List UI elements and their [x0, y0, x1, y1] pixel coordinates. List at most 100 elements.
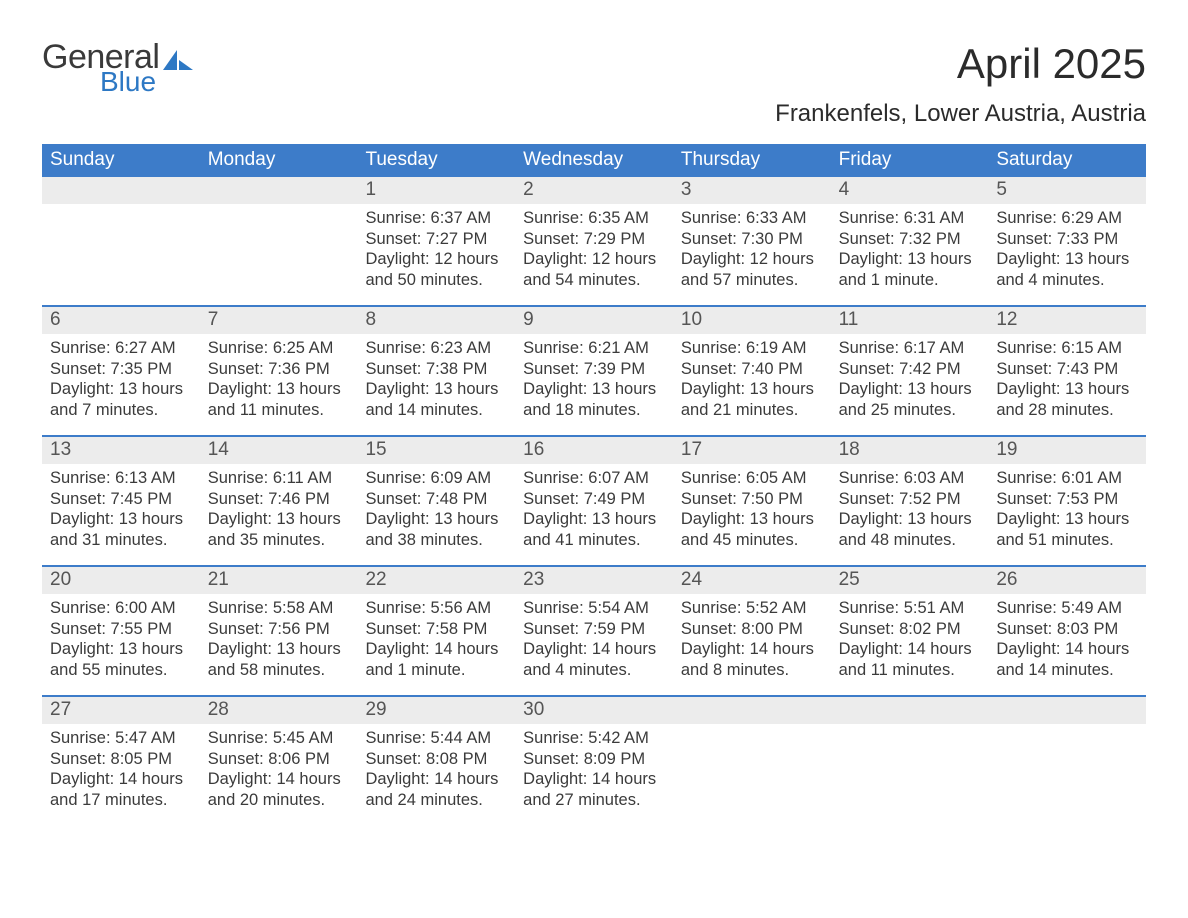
- day-number-bar: 22: [357, 567, 515, 594]
- day-number: 9: [523, 309, 534, 330]
- day-number: 1: [365, 179, 376, 200]
- day-number-bar: [988, 697, 1146, 724]
- sunset-line: Sunset: 7:45 PM: [50, 489, 192, 510]
- calendar-day: 24 Sunrise: 5:52 AMSunset: 8:00 PMDayligh…: [673, 567, 831, 695]
- daylight-line: Daylight: 14 hours and 11 minutes.: [839, 639, 981, 680]
- day-body: Sunrise: 5:44 AMSunset: 8:08 PMDaylight:…: [357, 724, 515, 817]
- calendar-day: 4Sunrise: 6:31 AMSunset: 7:32 PMDaylight…: [831, 177, 989, 305]
- sunset-line: Sunset: 7:43 PM: [996, 359, 1138, 380]
- sunset-line: Sunset: 8:02 PM: [839, 619, 981, 640]
- calendar-empty: [42, 177, 200, 305]
- day-number-bar: [673, 697, 831, 724]
- day-body: Sunrise: 6:15 AMSunset: 7:43 PMDaylight:…: [988, 334, 1146, 427]
- day-number-bar: 27: [42, 697, 200, 724]
- day-body: Sunrise: 6:09 AMSunset: 7:48 PMDaylight:…: [357, 464, 515, 557]
- weekday-header: Tuesday: [357, 144, 515, 177]
- calendar-week: 27 Sunrise: 5:47 AMSunset: 8:05 PMDayligh…: [42, 695, 1146, 825]
- weekday-header: Sunday: [42, 144, 200, 177]
- daylight-line: Daylight: 13 hours and 31 minutes.: [50, 509, 192, 550]
- day-number-bar: 29: [357, 697, 515, 724]
- day-number: 10: [681, 309, 702, 330]
- brand-logo: General Blue: [42, 40, 195, 96]
- sunset-line: Sunset: 7:55 PM: [50, 619, 192, 640]
- sunset-line: Sunset: 7:48 PM: [365, 489, 507, 510]
- day-number-bar: 9: [515, 307, 673, 334]
- day-number-bar: 21: [200, 567, 358, 594]
- calendar-week: 13 Sunrise: 6:13 AMSunset: 7:45 PMDayligh…: [42, 435, 1146, 565]
- sunrise-line: Sunrise: 6:29 AM: [996, 208, 1138, 229]
- sunset-line: Sunset: 7:52 PM: [839, 489, 981, 510]
- day-body: Sunrise: 6:35 AMSunset: 7:29 PMDaylight:…: [515, 204, 673, 297]
- header: General Blue April 2025: [42, 40, 1146, 96]
- sunset-line: Sunset: 7:38 PM: [365, 359, 507, 380]
- day-number-bar: 5: [988, 177, 1146, 204]
- day-number-bar: 30: [515, 697, 673, 724]
- day-number: 5: [996, 179, 1007, 200]
- sunset-line: Sunset: 7:50 PM: [681, 489, 823, 510]
- calendar-day: 21Sunrise: 5:58 AMSunset: 7:56 PMDayligh…: [200, 567, 358, 695]
- daylight-line: Daylight: 13 hours and 11 minutes.: [208, 379, 350, 420]
- day-number-bar: 24: [673, 567, 831, 594]
- day-number: 7: [208, 309, 219, 330]
- calendar-day: 15 Sunrise: 6:09 AMSunset: 7:48 PMDayligh…: [357, 437, 515, 565]
- day-body: Sunrise: 5:52 AMSunset: 8:00 PMDaylight:…: [673, 594, 831, 687]
- calendar-day: 27 Sunrise: 5:47 AMSunset: 8:05 PMDayligh…: [42, 697, 200, 825]
- day-number: 24: [681, 569, 702, 590]
- calendar-day: 7 Sunrise: 6:25 AMSunset: 7:36 PMDaylight…: [200, 307, 358, 435]
- sunset-line: Sunset: 7:53 PM: [996, 489, 1138, 510]
- sunset-line: Sunset: 8:05 PM: [50, 749, 192, 770]
- day-body: Sunrise: 6:25 AMSunset: 7:36 PMDaylight:…: [200, 334, 358, 427]
- calendar-day: 29Sunrise: 5:44 AMSunset: 8:08 PMDayligh…: [357, 697, 515, 825]
- calendar-empty: [831, 697, 989, 825]
- day-body: Sunrise: 6:13 AMSunset: 7:45 PMDaylight:…: [42, 464, 200, 557]
- day-number-bar: 7: [200, 307, 358, 334]
- calendar-day: 13 Sunrise: 6:13 AMSunset: 7:45 PMDayligh…: [42, 437, 200, 565]
- sunrise-line: Sunrise: 5:54 AM: [523, 598, 665, 619]
- calendar-week: 6Sunrise: 6:27 AMSunset: 7:35 PMDaylight…: [42, 305, 1146, 435]
- weekday-header: Monday: [200, 144, 358, 177]
- sunrise-line: Sunrise: 6:25 AM: [208, 338, 350, 359]
- calendar: SundayMondayTuesdayWednesdayThursdayFrid…: [42, 144, 1146, 825]
- day-number: 14: [208, 439, 229, 460]
- daylight-line: Daylight: 13 hours and 51 minutes.: [996, 509, 1138, 550]
- day-number-bar: 10: [673, 307, 831, 334]
- day-number: 28: [208, 699, 229, 720]
- day-number: 6: [50, 309, 61, 330]
- day-number-bar: 23: [515, 567, 673, 594]
- sunrise-line: Sunrise: 6:37 AM: [365, 208, 507, 229]
- calendar-day: 2Sunrise: 6:35 AMSunset: 7:29 PMDaylight…: [515, 177, 673, 305]
- day-body: Sunrise: 6:29 AMSunset: 7:33 PMDaylight:…: [988, 204, 1146, 297]
- sunrise-line: Sunrise: 6:21 AM: [523, 338, 665, 359]
- calendar-day: 12Sunrise: 6:15 AMSunset: 7:43 PMDayligh…: [988, 307, 1146, 435]
- sunrise-line: Sunrise: 5:47 AM: [50, 728, 192, 749]
- day-body: Sunrise: 6:21 AMSunset: 7:39 PMDaylight:…: [515, 334, 673, 427]
- sunrise-line: Sunrise: 6:35 AM: [523, 208, 665, 229]
- sunrise-line: Sunrise: 5:52 AM: [681, 598, 823, 619]
- sunset-line: Sunset: 7:32 PM: [839, 229, 981, 250]
- calendar-day: 8Sunrise: 6:23 AMSunset: 7:38 PMDaylight…: [357, 307, 515, 435]
- day-number: 15: [365, 439, 386, 460]
- day-body: Sunrise: 5:51 AMSunset: 8:02 PMDaylight:…: [831, 594, 989, 687]
- sunrise-line: Sunrise: 5:45 AM: [208, 728, 350, 749]
- day-number-bar: 3: [673, 177, 831, 204]
- sunrise-line: Sunrise: 6:17 AM: [839, 338, 981, 359]
- day-number: 25: [839, 569, 860, 590]
- sunrise-line: Sunrise: 6:05 AM: [681, 468, 823, 489]
- day-number: 13: [50, 439, 71, 460]
- weekday-header: Saturday: [988, 144, 1146, 177]
- sunset-line: Sunset: 7:33 PM: [996, 229, 1138, 250]
- day-number-bar: 1: [357, 177, 515, 204]
- daylight-line: Daylight: 13 hours and 1 minute.: [839, 249, 981, 290]
- daylight-line: Daylight: 14 hours and 17 minutes.: [50, 769, 192, 810]
- calendar-day: 16Sunrise: 6:07 AMSunset: 7:49 PMDayligh…: [515, 437, 673, 565]
- day-body: Sunrise: 6:23 AMSunset: 7:38 PMDaylight:…: [357, 334, 515, 427]
- day-number: 23: [523, 569, 544, 590]
- sunset-line: Sunset: 7:36 PM: [208, 359, 350, 380]
- sunrise-line: Sunrise: 5:42 AM: [523, 728, 665, 749]
- day-number-bar: 8: [357, 307, 515, 334]
- day-number: 18: [839, 439, 860, 460]
- brand-part2: Blue: [100, 68, 159, 96]
- weekday-header: Friday: [831, 144, 989, 177]
- sunrise-line: Sunrise: 6:19 AM: [681, 338, 823, 359]
- daylight-line: Daylight: 13 hours and 18 minutes.: [523, 379, 665, 420]
